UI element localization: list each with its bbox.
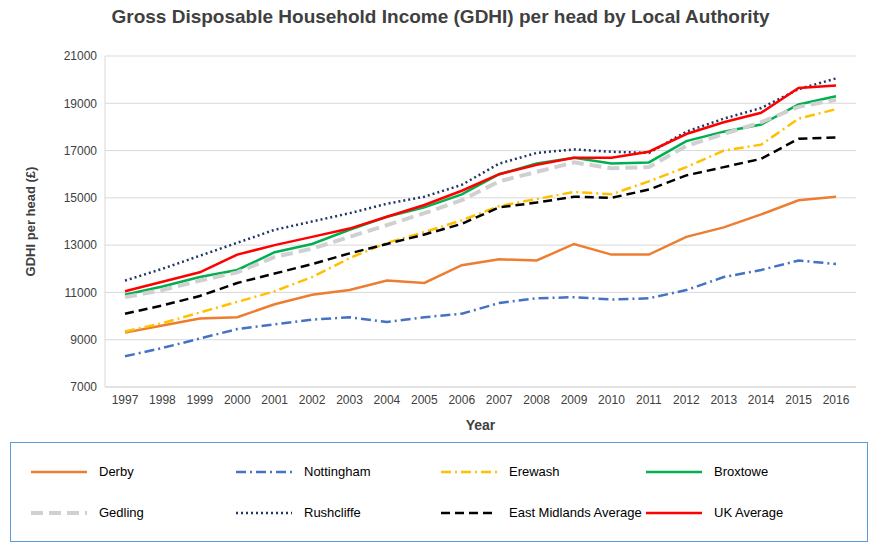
- svg-text:2016: 2016: [823, 393, 850, 407]
- html-text:Gedling: Gedling: [99, 505, 144, 520]
- svg-text:19000: 19000: [64, 97, 98, 111]
- svg-text:2000: 2000: [224, 393, 251, 407]
- svg-text:2005: 2005: [411, 393, 438, 407]
- html-text:Erewash: Erewash: [509, 464, 560, 479]
- svg-text:2013: 2013: [710, 393, 737, 407]
- svg-text:2015: 2015: [785, 393, 812, 407]
- svg-text:2009: 2009: [561, 393, 588, 407]
- svg-text:13000: 13000: [64, 238, 98, 252]
- html-text:Broxtowe: Broxtowe: [714, 464, 769, 479]
- html-text:Derby: Derby: [99, 464, 134, 479]
- svg-text:2008: 2008: [523, 393, 550, 407]
- svg-text:2006: 2006: [448, 393, 475, 407]
- svg-text:2012: 2012: [673, 393, 700, 407]
- svg-text:1999: 1999: [186, 393, 213, 407]
- html-text:UK Average: UK Average: [714, 505, 784, 520]
- svg-text:2007: 2007: [486, 393, 513, 407]
- html-text:Nottingham: Nottingham: [304, 464, 371, 479]
- svg-text:Year: Year: [466, 417, 496, 432]
- svg-text:2010: 2010: [598, 393, 625, 407]
- svg-text:1997: 1997: [112, 393, 139, 407]
- svg-text:11000: 11000: [65, 286, 98, 300]
- svg-text:7000: 7000: [70, 380, 97, 394]
- svg-text:9000: 9000: [70, 333, 97, 347]
- svg-text:GDHI per head (£): GDHI per head (£): [23, 167, 38, 277]
- svg-text:21000: 21000: [64, 49, 98, 63]
- svg-text:15000: 15000: [64, 191, 98, 205]
- svg-text:2002: 2002: [299, 393, 326, 407]
- html-text:Gross Disposable Household Inc: Gross Disposable Household Income (GDHI)…: [111, 6, 770, 27]
- svg-text:1998: 1998: [149, 393, 176, 407]
- svg-text:2014: 2014: [748, 393, 775, 407]
- svg-text:2011: 2011: [636, 393, 662, 407]
- svg-text:2004: 2004: [374, 393, 401, 407]
- html-text:East Midlands Average: East Midlands Average: [509, 505, 642, 520]
- html-text:Rushcliffe: Rushcliffe: [304, 505, 361, 520]
- svg-text:2003: 2003: [336, 393, 363, 407]
- svg-text:2001: 2001: [261, 393, 288, 407]
- svg-text:17000: 17000: [64, 144, 98, 158]
